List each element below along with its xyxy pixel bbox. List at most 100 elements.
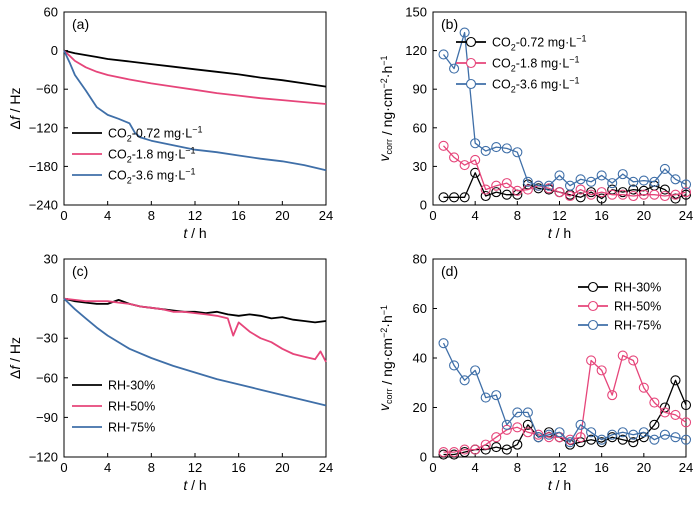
legend: RH-30% RH-50% RH-75% (578, 281, 661, 333)
data-point (512, 422, 523, 433)
x-tick-label: 20 (275, 460, 289, 475)
data-point (459, 27, 470, 38)
x-axis-label: t / h (548, 225, 571, 241)
legend-label: CO2-3.6 mg·L−1 (492, 76, 580, 95)
data-point (470, 365, 481, 376)
data-point (480, 439, 491, 450)
data-point (438, 192, 449, 203)
data-point (596, 170, 607, 181)
data-point (564, 190, 576, 202)
y-axis-label: vcorr / ng·cm−2·h−1 (376, 305, 395, 411)
data-point (438, 49, 449, 60)
data-point (638, 175, 649, 186)
data-point (449, 152, 460, 163)
x-tick-label: 0 (60, 460, 67, 475)
data-point (480, 190, 491, 202)
data-point (564, 437, 576, 448)
series-line-1 (63, 49, 327, 88)
legend-marker (465, 78, 477, 90)
data-point (575, 184, 586, 195)
x-tick-label: 24 (679, 208, 693, 223)
legend-label: RH-30% (614, 281, 661, 295)
data-point (564, 180, 576, 191)
data-point (607, 390, 618, 401)
x-tick-label: 20 (637, 208, 651, 223)
data-point (459, 444, 470, 455)
y-axis-label: vcorr / ng·cm−2·h−1 (376, 55, 395, 161)
data-point (543, 429, 555, 440)
data-point (649, 419, 660, 430)
data-point (638, 189, 649, 200)
chart-panel-3: 0 4 8 12 16 20 24 30 0 −30 −60 −90 −120 (c) t / h Δf / … (7, 252, 333, 494)
data-point (449, 449, 460, 460)
data-point (670, 432, 681, 443)
y-tick-label: −180 (29, 159, 58, 174)
data-point (617, 189, 628, 200)
data-point (543, 432, 555, 443)
x-tick-label: 8 (148, 208, 155, 223)
data-point (670, 409, 681, 420)
data-point (491, 180, 502, 191)
data-point (470, 444, 481, 455)
x-tick-label: 24 (679, 460, 693, 475)
series-line-3 (63, 297, 327, 407)
x-tick-label: 16 (231, 208, 245, 223)
series-line-1 (443, 379, 687, 456)
data-point (638, 382, 649, 393)
data-point (649, 397, 660, 408)
data-point (680, 399, 692, 411)
y-tick-label: 0 (51, 291, 58, 306)
x-tick-label: 12 (188, 208, 202, 223)
y-tick-label: 60 (413, 301, 427, 316)
data-point (596, 193, 607, 204)
data-point (533, 180, 544, 191)
y-tick-label: 60 (44, 5, 58, 20)
x-axis-label: t / h (183, 225, 206, 241)
data-point (480, 145, 491, 157)
data-point (470, 138, 481, 149)
x-tick-label: 4 (472, 460, 479, 475)
data-point (617, 350, 628, 361)
legend-marker (587, 300, 599, 312)
data-point (596, 437, 607, 448)
data-point (617, 187, 628, 198)
data-point (512, 147, 523, 158)
data-point (596, 365, 607, 376)
data-point (659, 190, 670, 202)
data-point (522, 419, 533, 430)
legend-label: RH-75% (614, 319, 661, 333)
data-point (659, 407, 670, 418)
x-tick-label: 0 (429, 460, 436, 475)
x-axis-label: t / h (548, 477, 571, 493)
data-point (628, 429, 639, 440)
y-tick-label: 30 (44, 252, 58, 267)
data-point (586, 434, 597, 445)
data-point (628, 437, 639, 448)
data-point (459, 446, 470, 458)
data-point (575, 174, 586, 185)
data-point (680, 187, 692, 198)
data-point (470, 154, 481, 166)
data-point (607, 429, 618, 440)
legend-label: CO2-1.8 mg·L−1 (492, 55, 580, 74)
data-point (449, 63, 460, 74)
legend-label: CO2-1.8 mg·L−1 (108, 146, 196, 165)
data-point (491, 142, 502, 153)
data-point (554, 187, 565, 198)
data-point (491, 187, 502, 198)
data-point (501, 444, 512, 455)
y-tick-label: −60 (36, 82, 58, 97)
legend-marker (465, 36, 477, 48)
series-line-2 (63, 297, 327, 363)
data-point (459, 375, 470, 386)
data-point (459, 160, 470, 171)
data-point (522, 407, 533, 418)
x-tick-label: 4 (104, 208, 111, 223)
data-point (680, 189, 692, 200)
data-point (628, 190, 639, 202)
legend-label: RH-50% (614, 300, 661, 314)
y-tick-label: 30 (413, 159, 427, 174)
data-point (564, 434, 576, 445)
data-point (659, 429, 670, 440)
data-point (491, 442, 502, 453)
